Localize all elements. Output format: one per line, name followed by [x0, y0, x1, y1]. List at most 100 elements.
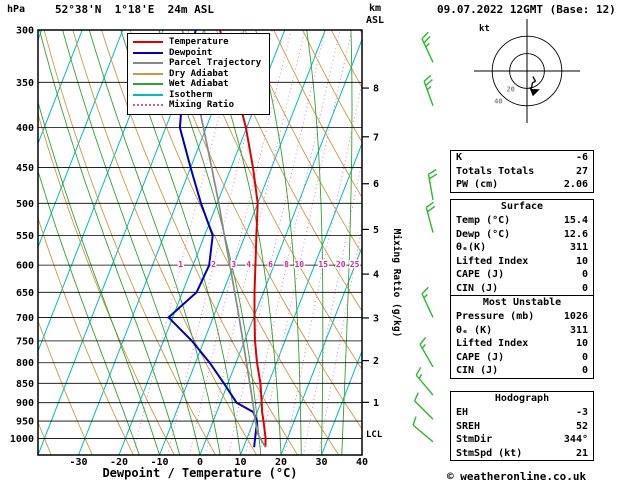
- panel-row: K -6: [451, 151, 593, 165]
- svg-text:20: 20: [506, 85, 514, 93]
- panel-row-label: CIN (J): [456, 282, 499, 294]
- legend-item-mixing-ratio: Mixing Ratio: [133, 100, 261, 111]
- panel-row: CAPE (J) 0: [451, 268, 593, 282]
- panel-row-value: 52: [575, 420, 588, 432]
- legend-item-dewpoint: Dewpoint: [133, 48, 261, 59]
- svg-text:450: 450: [16, 163, 34, 174]
- panel-row-label: Pressure (mb): [456, 311, 535, 322]
- chart-legend: Temperature Dewpoint Parcel Trajectory Dry …: [127, 33, 271, 115]
- legend-swatch: [133, 72, 163, 75]
- svg-text:2: 2: [211, 260, 216, 269]
- hodograph-trace: [528, 76, 540, 97]
- svg-text:20: 20: [275, 457, 287, 468]
- plot-grid: [38, 30, 362, 455]
- legend-label: Mixing Ratio: [169, 100, 235, 110]
- svg-text:25: 25: [350, 260, 360, 269]
- panel-row-value: 311: [569, 324, 588, 336]
- panel-row-value: 0: [581, 269, 588, 280]
- svg-text:1: 1: [178, 260, 183, 269]
- axis-labels: 3003504004505005506006507007508008509009…: [10, 26, 402, 469]
- svg-text:300: 300: [16, 26, 34, 37]
- info-panel-hodograph: Hodograph EH -3 SREH 52 StmDir 344° StmSpd (kt)…: [450, 391, 594, 461]
- panel-row-value: -3: [575, 407, 588, 418]
- svg-text:550: 550: [16, 231, 34, 242]
- legend-swatch: [133, 41, 163, 44]
- svg-text:10: 10: [294, 260, 304, 269]
- panel-row-label: θₑ(K): [456, 242, 487, 253]
- panel-row: CIN (J) 0: [451, 364, 593, 378]
- panel-row: StmDir 344°: [451, 433, 593, 447]
- svg-text:30: 30: [315, 457, 327, 468]
- panel-row: Dewp (°C) 12.6: [451, 228, 593, 242]
- svg-text:10: 10: [234, 457, 246, 468]
- panel-row-value: 12.6: [563, 228, 588, 240]
- panel-row-label: Temp (°C): [456, 215, 511, 226]
- svg-text:1000: 1000: [10, 434, 34, 445]
- svg-text:8: 8: [284, 260, 289, 269]
- lcl-label: LCL: [366, 430, 383, 440]
- panel-row-value: 2.06: [563, 179, 588, 190]
- panel-row: EH -3: [451, 406, 593, 420]
- info-panel-surface: Surface Temp (°C) 15.4 Dewp (°C) 12.6 θₑ(K) 31…: [450, 199, 594, 296]
- plot-frame: [37, 29, 363, 456]
- panel-row-value: 311: [569, 242, 588, 253]
- svg-text:6: 6: [268, 260, 273, 269]
- svg-text:3: 3: [231, 260, 236, 269]
- x-axis-title: Dewpoint / Temperature (°C): [102, 466, 298, 480]
- panel-row: CIN (J) 0: [451, 282, 593, 296]
- hodograph: 20 40 kt: [474, 19, 580, 123]
- panel-row-value: 0: [581, 365, 588, 376]
- panel-title: Most Unstable: [482, 297, 562, 308]
- altitude-axis-unit-asl: ASL: [366, 15, 385, 26]
- svg-text:750: 750: [16, 336, 34, 347]
- legend-label: Temperature: [169, 37, 229, 47]
- svg-text:7: 7: [373, 132, 379, 143]
- legend-label: Wet Adiabat: [169, 79, 229, 89]
- panel-title: Surface: [500, 201, 544, 212]
- svg-text:0: 0: [197, 457, 203, 468]
- svg-text:40: 40: [356, 457, 368, 468]
- panel-row-value: 0: [581, 282, 588, 294]
- panel-row-value: 27: [575, 165, 588, 177]
- wind-barbs: [412, 31, 438, 443]
- svg-text:40: 40: [494, 98, 502, 106]
- svg-text:850: 850: [16, 379, 34, 390]
- legend-label: Isotherm: [169, 89, 213, 100]
- panel-row-label: Lifted Index: [456, 255, 529, 267]
- panel-row-value: 1026: [563, 311, 588, 322]
- panel-row-label: CAPE (J): [456, 351, 505, 363]
- svg-text:600: 600: [16, 261, 34, 272]
- svg-text:700: 700: [16, 313, 34, 324]
- altitude-axis-unit-km: km: [369, 3, 382, 14]
- panel-row-label: θₑ (K): [456, 324, 493, 336]
- panel-row-label: StmSpd (kt): [456, 447, 523, 459]
- panel-title: Hodograph: [494, 393, 550, 404]
- legend-swatch: [133, 83, 163, 86]
- legend-swatch: [133, 93, 163, 96]
- svg-text:6: 6: [373, 179, 379, 190]
- legend-item-isotherm: Isotherm: [133, 90, 261, 101]
- svg-text:4: 4: [246, 260, 251, 269]
- legend-swatch: [133, 104, 163, 107]
- legend-item-parcel-trajectory: Parcel Trajectory: [133, 58, 261, 69]
- svg-text:950: 950: [16, 417, 34, 428]
- panel-row-value: 0: [581, 351, 588, 363]
- panel-row-label: PW (cm): [456, 179, 499, 190]
- svg-text:15: 15: [318, 260, 328, 269]
- svg-text:800: 800: [16, 358, 34, 369]
- panel-row: PW (cm) 2.06: [451, 178, 593, 192]
- panel-row-label: CIN (J): [456, 365, 499, 376]
- legend-label: Parcel Trajectory: [169, 58, 262, 68]
- temperature-curve: [219, 30, 267, 448]
- panel-row-label: SREH: [456, 420, 481, 432]
- station-title: 52°38'N 1°18'E 24m ASL: [55, 3, 214, 16]
- legend-item-dry-adiabat: Dry Adiabat: [133, 69, 261, 80]
- svg-text:500: 500: [16, 199, 34, 210]
- panel-row-label: Dewp (°C): [456, 228, 511, 240]
- panel-row: θₑ (K) 311: [451, 324, 593, 338]
- legend-label: Dry Adiabat: [169, 68, 229, 79]
- pressure-axis-unit: hPa: [7, 4, 26, 15]
- panel-row-value: 15.4: [563, 215, 588, 226]
- datetime-title: 09.07.2022 12GMT (Base: 12): [437, 3, 616, 16]
